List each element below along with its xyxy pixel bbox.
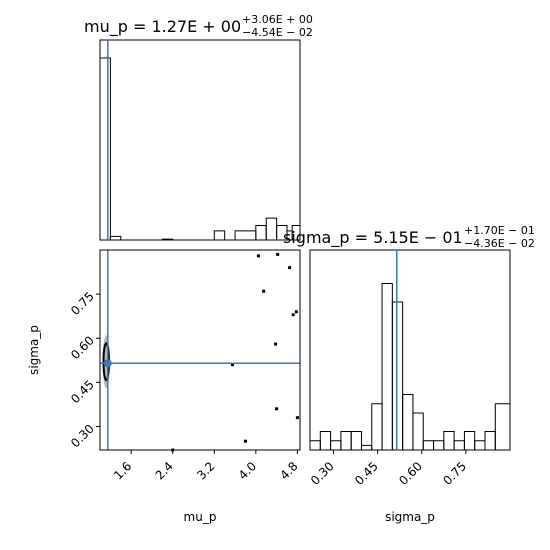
scatter-point [230,363,234,367]
mu-p-title-sub: −4.54E − 02 [242,26,313,39]
joint-ytick-label: 0.75 [68,289,97,318]
scatter-point [288,266,292,270]
sigma-p-hist-bar [443,431,455,450]
scatter-point [243,439,247,443]
mu-p-hist-bar [99,57,111,240]
sigma-p-xtick-label: 0.60 [396,459,425,488]
joint-panel: 1.6 2.4 3.2 4.0 4.8 0.30 0.45 0.60 0.75 mu_p si… [27,249,301,524]
joint-ytick-label: 0.30 [68,422,97,451]
scatter-point [276,252,280,256]
scatter-point [274,342,278,346]
sigma-p-xtick-label: 0.75 [440,459,469,488]
sigma-p-title-sup: +1.70E − 01 [464,224,535,237]
scatter-point [262,289,266,293]
sigma-p-hist-bar [330,440,342,450]
joint-xtick-label: 1.6 [111,459,134,482]
scatter-point [294,310,298,314]
mu-p-title: mu_p = 1.27E + 00 [84,17,241,37]
sigma-p-histogram-panel: 0.30 0.45 0.60 0.75 sigma_p sigma_p = 5.15E… [283,224,535,524]
joint-ylabel: sigma_p [27,325,41,375]
joint-xtick-label: 4.0 [236,459,259,482]
joint-ytick-label: 0.60 [68,333,97,362]
scatter-point [275,407,279,411]
sigma-p-title-sub: −4.36E − 02 [464,237,535,250]
mu-p-hist-bar [291,224,301,240]
sigma-p-xtick-label: 0.30 [308,459,337,488]
sigma-p-hist-bar [484,431,496,450]
sigma-p-hist-bar [309,440,321,450]
joint-xtick-label: 4.8 [277,459,300,482]
sigma-p-hist-bar [453,440,465,450]
mu-p-hist-bar [109,235,122,240]
sigma-p-hist-bar [474,440,486,450]
sigma-p-hist-bar [422,440,435,450]
sigma-p-hist-bar [412,412,424,450]
mu-p-hist-bar [161,238,174,240]
sigma-p-xtick-label: 0.45 [352,459,381,488]
mu-p-hist-bar [255,224,267,240]
sigma-p-hist-bar [433,440,445,450]
sigma-p-hist-bar [463,431,476,450]
joint-xlabel: mu_p [184,510,217,524]
sigma-p-histogram-frame [309,249,511,451]
mu-p-histogram-panel: mu_p = 1.27E + 00 +3.06E + 00 −4.54E − 0… [84,13,313,241]
mu-p-title-sup: +3.06E + 00 [242,13,313,26]
sigma-p-hist-bar [350,431,362,450]
scatter-point [291,313,295,317]
joint-frame [99,249,301,451]
joint-xtick-label: 2.4 [153,459,176,482]
sigma-p-hist-bar [340,431,352,450]
sigma-p-title: sigma_p = 5.15E − 01 [283,228,463,248]
mu-p-histogram-frame [99,39,301,241]
mu-p-title-prefix: mu_p = 1.27E + 00 [84,17,241,37]
sigma-p-hist-bar [360,444,373,450]
joint-xtick-label: 3.2 [194,459,217,482]
sigma-p-hist-bar [402,394,414,450]
scatter-point [295,416,299,420]
sigma-p-hist-bar [381,283,393,450]
sigma-p-title-prefix: sigma_p = 5.15E − 01 [283,228,463,248]
mu-p-hist-bar [234,230,257,240]
sigma-p-hist-bar [494,403,511,450]
joint-ytick-label: 0.45 [68,377,97,406]
scatter-point [256,254,260,258]
sigma-p-xlabel: sigma_p [385,510,435,524]
mu-p-hist-bar [213,230,226,240]
sigma-p-hist-bar [319,431,332,450]
mu-p-hist-bar [265,217,278,240]
sigma-p-hist-bar [371,403,383,450]
